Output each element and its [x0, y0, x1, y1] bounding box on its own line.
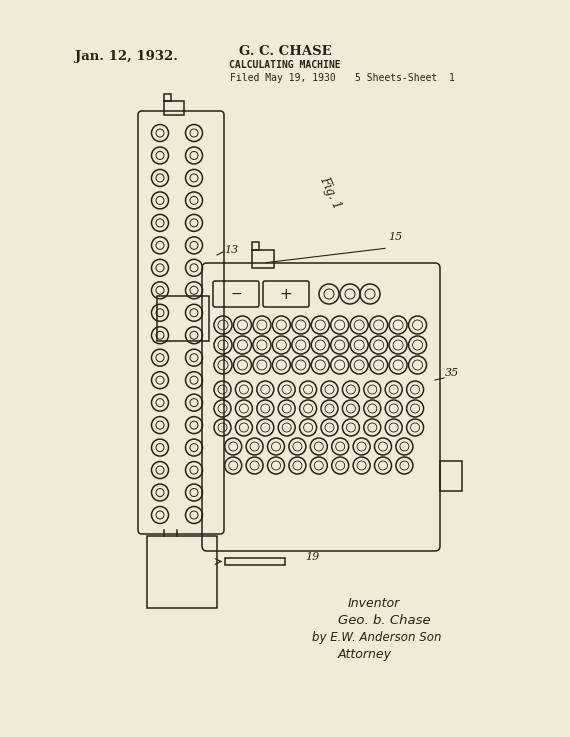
Bar: [225, 558, 285, 565]
Bar: [252, 242, 259, 250]
Bar: [440, 461, 462, 491]
Bar: [164, 94, 171, 101]
Bar: [252, 250, 274, 268]
Text: 19: 19: [305, 552, 319, 562]
Text: CALCULATING MACHINE: CALCULATING MACHINE: [229, 60, 341, 70]
Text: −: −: [230, 287, 242, 301]
Bar: [164, 101, 184, 115]
Text: +: +: [280, 287, 292, 301]
Text: Inventor: Inventor: [348, 597, 400, 610]
Text: Fig. 1: Fig. 1: [317, 175, 343, 212]
Text: Jan. 12, 1932.: Jan. 12, 1932.: [75, 50, 178, 63]
Text: 35: 35: [445, 368, 459, 378]
Bar: [147, 536, 217, 608]
Text: Filed May 19, 1930: Filed May 19, 1930: [230, 73, 336, 83]
Text: Attorney: Attorney: [338, 648, 392, 661]
Text: by E.W. Anderson Son: by E.W. Anderson Son: [312, 631, 442, 644]
Bar: [157, 296, 209, 341]
Text: G. C. CHASE: G. C. CHASE: [239, 45, 331, 58]
Text: Geo. b. Chase: Geo. b. Chase: [338, 614, 430, 627]
Text: 5 Sheets-Sheet  1: 5 Sheets-Sheet 1: [355, 73, 455, 83]
Text: 13: 13: [224, 245, 238, 255]
Text: 15: 15: [388, 232, 402, 242]
